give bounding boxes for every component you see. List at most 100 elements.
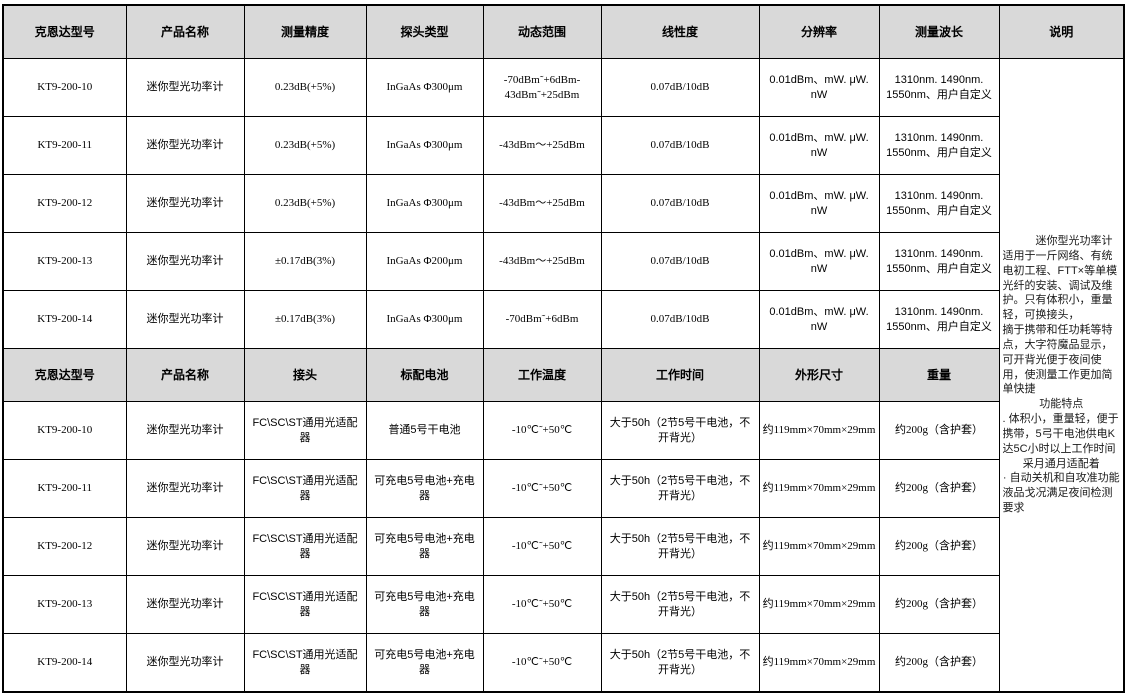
cell-linearity: 0.07dB/10dB xyxy=(600,116,760,175)
cell-model: KT9-200-14 xyxy=(2,290,127,349)
cell-accuracy: 0.23dB(+5%) xyxy=(243,116,367,175)
table-row: KT9-200-10 迷你型光功率计 0.23dB(+5%) InGaAs Φ300μ… xyxy=(2,58,1125,693)
column-header-7: 测量波长 xyxy=(878,4,1000,59)
table-row: KT9-200-13 迷你型光功率计 ±0.17dB(3%) InGaAs Φ200μ… xyxy=(2,232,1124,291)
column-header-2: 测量精度 xyxy=(243,4,367,59)
cell-wavelength: 1310nm. 1490nm. 1550nm、用户自定义 xyxy=(878,58,1000,117)
cell-dimensions: 约119mm×70mm×29mm xyxy=(758,517,880,576)
cell-model: KT9-200-11 xyxy=(2,459,127,518)
column-header-secondary-1: 产品名称 xyxy=(125,348,245,402)
table-row: KT9-200-11 迷你型光功率计 FC\SC\ST通用光适配器 可充电5号电池+充… xyxy=(2,459,1124,518)
cell-resolution: 0.01dBm、mW. μW. nW xyxy=(758,58,880,117)
cell-worktime: 大于50h（2节5号干电池，不开背光） xyxy=(600,575,760,634)
description-paragraph: 采月通月适配着 xyxy=(1022,457,1100,470)
cell-probe: InGaAs Φ300μm xyxy=(365,174,484,233)
cell-connector: FC\SC\ST通用光适配器 xyxy=(243,575,367,634)
cell-product: 迷你型光功率计 xyxy=(125,116,245,175)
column-header-8: 说明 xyxy=(998,4,1125,59)
column-header-secondary-2: 接头 xyxy=(243,348,367,402)
cell-dynamic_range: -43dBm～+25dBm xyxy=(482,116,602,175)
cell-probe: InGaAs Φ200μm xyxy=(365,232,484,291)
table-row: KT9-200-12 迷你型光功率计 0.23dB(+5%) InGaAs Φ300μ… xyxy=(2,174,1124,233)
cell-accuracy: ±0.17dB(3%) xyxy=(243,290,367,349)
description-paragraph: . 体积小，重量轻，便于携带，5弓干电池供电K达5C小时以上工作时间 xyxy=(1002,413,1119,455)
cell-model: KT9-200-10 xyxy=(2,58,127,117)
column-header-secondary-5: 工作时间 xyxy=(600,348,760,402)
cell-linearity: 0.07dB/10dB xyxy=(600,290,760,349)
cell-temperature: -10℃˜+50℃ xyxy=(482,401,602,460)
cell-model: KT9-200-12 xyxy=(2,174,127,233)
cell-dimensions: 约119mm×70mm×29mm xyxy=(758,633,880,693)
cell-model: KT9-200-13 xyxy=(2,575,127,634)
column-header-0: 克恩达型号 xyxy=(2,4,127,59)
cell-dimensions: 约119mm×70mm×29mm xyxy=(758,401,880,460)
cell-worktime: 大于50h（2节5号干电池，不开背光） xyxy=(600,633,760,693)
cell-resolution: 0.01dBm、mW. μW. nW xyxy=(758,290,880,349)
cell-weight: 约200g（含护套） xyxy=(878,401,1000,460)
table-row: KT9-200-14 迷你型光功率计 ±0.17dB(3%) InGaAs Φ300μ… xyxy=(2,290,1124,349)
cell-product: 迷你型光功率计 xyxy=(125,633,245,693)
cell-model: KT9-200-14 xyxy=(2,633,127,693)
cell-connector: FC\SC\ST通用光适配器 xyxy=(243,459,367,518)
cell-wavelength: 1310nm. 1490nm. 1550nm、用户自定义 xyxy=(878,174,1000,233)
description-paragraph: 功能特点 xyxy=(1039,398,1084,411)
cell-probe: InGaAs Φ300μm xyxy=(365,290,484,349)
cell-dynamic_range: -70dBm˜+6dBm xyxy=(482,290,602,349)
cell-dimensions: 约119mm×70mm×29mm xyxy=(758,459,880,518)
cell-connector: FC\SC\ST通用光适配器 xyxy=(243,517,367,576)
table-row: KT9-200-13 迷你型光功率计 FC\SC\ST通用光适配器 可充电5号电池+充… xyxy=(2,575,1124,634)
cell-product: 迷你型光功率计 xyxy=(125,517,245,576)
cell-battery: 可充电5号电池+充电器 xyxy=(365,633,484,693)
cell-temperature: -10℃˜+50℃ xyxy=(482,575,602,634)
column-header-4: 动态范围 xyxy=(482,4,602,59)
table-body: 克恩达型号 产品名称 测量精度 探头类型 动态范围 线性度 分辨率 测量波长 说明 KT9-200… xyxy=(2,4,1125,693)
description-text: 迷你型光功率计适用于一斤网络、有统电初工程、FTT×等单模光纤的安装、调试及维护… xyxy=(1003,234,1121,516)
cell-weight: 约200g（含护套） xyxy=(878,459,1000,518)
column-header-secondary-4: 工作温度 xyxy=(482,348,602,402)
cell-product: 迷你型光功率计 xyxy=(125,575,245,634)
description-paragraph: 迷你型光功率计适用于一斤网络、有统电初工程、FTT×等单模光纤的安装、调试及维护… xyxy=(1002,234,1118,322)
cell-battery: 可充电5号电池+充电器 xyxy=(365,517,484,576)
column-header-secondary-6: 外形尺寸 xyxy=(758,348,880,402)
column-header-secondary-7: 重量 xyxy=(878,348,1000,402)
cell-accuracy: 0.23dB(+5%) xyxy=(243,174,367,233)
cell-resolution: 0.01dBm、mW. μW. nW xyxy=(758,174,880,233)
cell-accuracy: ±0.17dB(3%) xyxy=(243,232,367,291)
cell-dynamic_range: -43dBm～+25dBm xyxy=(482,174,602,233)
cell-product: 迷你型光功率计 xyxy=(125,401,245,460)
cell-model: KT9-200-13 xyxy=(2,232,127,291)
cell-battery: 可充电5号电池+充电器 xyxy=(365,459,484,518)
cell-worktime: 大于50h（2节5号干电池，不开背光） xyxy=(600,401,760,460)
table-row: KT9-200-14 迷你型光功率计 FC\SC\ST通用光适配器 可充电5号电池+充… xyxy=(2,633,1124,693)
cell-temperature: -10℃˜+50℃ xyxy=(482,633,602,693)
cell-probe: InGaAs Φ300μm xyxy=(365,58,484,117)
cell-battery: 普通5号干电池 xyxy=(365,401,484,460)
cell-model: KT9-200-12 xyxy=(2,517,127,576)
column-header-6: 分辨率 xyxy=(758,4,880,59)
cell-temperature: -10℃˜+50℃ xyxy=(482,517,602,576)
cell-battery: 可充电5号电池+充电器 xyxy=(365,575,484,634)
cell-wavelength: 1310nm. 1490nm. 1550nm、用户自定义 xyxy=(878,116,1000,175)
spec-sheet-page: 克恩达型号 产品名称 测量精度 探头类型 动态范围 线性度 分辨率 测量波长 说明 KT9-200… xyxy=(0,4,1125,693)
cell-wavelength: 1310nm. 1490nm. 1550nm、用户自定义 xyxy=(878,290,1000,349)
cell-resolution: 0.01dBm、mW. μW. nW xyxy=(758,116,880,175)
cell-product: 迷你型光功率计 xyxy=(125,290,245,349)
cell-connector: FC\SC\ST通用光适配器 xyxy=(243,401,367,460)
cell-connector: FC\SC\ST通用光适配器 xyxy=(243,633,367,693)
table-row: KT9-200-10 迷你型光功率计 FC\SC\ST通用光适配器 普通5号干电池 -1… xyxy=(2,401,1124,460)
cell-product: 迷你型光功率计 xyxy=(125,459,245,518)
description-paragraph: 摘于携带和任功耗等特点，大字符魔品显示，可开背光便于夜间使用，使测量工作更加简单… xyxy=(1002,324,1113,396)
description-paragraph: · 自动关机和自攻准功能 xyxy=(1002,472,1120,485)
cell-model: KT9-200-11 xyxy=(2,116,127,175)
column-header-1: 产品名称 xyxy=(125,4,245,59)
description-cell: 迷你型光功率计适用于一斤网络、有统电初工程、FTT×等单模光纤的安装、调试及维护… xyxy=(998,58,1125,693)
cell-linearity: 0.07dB/10dB xyxy=(600,174,760,233)
column-header-3: 探头类型 xyxy=(365,4,484,59)
cell-worktime: 大于50h（2节5号干电池，不开背光） xyxy=(600,517,760,576)
cell-wavelength: 1310nm. 1490nm. 1550nm、用户自定义 xyxy=(878,232,1000,291)
cell-product: 迷你型光功率计 xyxy=(125,58,245,117)
cell-weight: 约200g（含护套） xyxy=(878,575,1000,634)
cell-linearity: 0.07dB/10dB xyxy=(600,232,760,291)
cell-weight: 约200g（含护套） xyxy=(878,633,1000,693)
column-header-5: 线性度 xyxy=(600,4,760,59)
